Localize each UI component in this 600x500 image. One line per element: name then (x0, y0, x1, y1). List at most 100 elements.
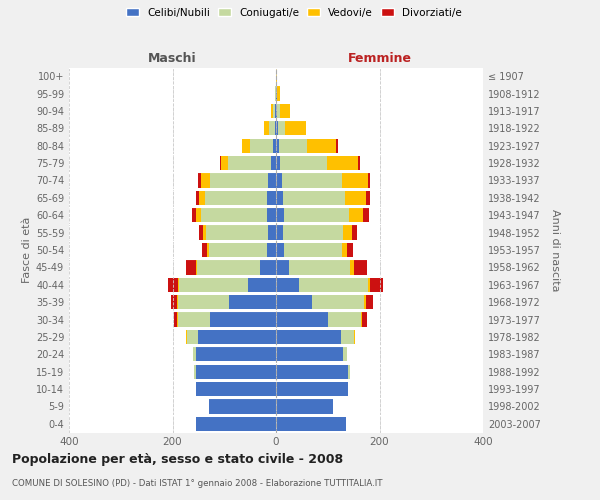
Bar (178, 312, 210, 326)
Bar (193, 347, 196, 362)
Bar (274, 104, 275, 118)
Bar (286, 121, 306, 136)
Bar (277, 86, 280, 101)
Bar (312, 295, 364, 310)
Bar (278, 121, 286, 136)
Text: Maschi: Maschi (148, 52, 197, 66)
Bar (276, 400, 333, 413)
Bar (172, 295, 176, 310)
Bar (199, 330, 276, 344)
Bar (358, 156, 361, 170)
Bar (202, 208, 266, 222)
Bar (196, 416, 276, 431)
Bar (283, 226, 343, 239)
Bar (350, 260, 354, 274)
Bar (343, 226, 352, 239)
Bar (192, 208, 196, 222)
Bar (201, 174, 210, 188)
Bar (196, 382, 276, 396)
Bar (364, 295, 365, 310)
Bar (176, 312, 178, 326)
Bar (187, 260, 196, 274)
Bar (271, 104, 274, 118)
Bar (196, 208, 202, 222)
Bar (368, 174, 370, 188)
Bar (199, 190, 205, 205)
Bar (203, 226, 206, 239)
Bar (282, 174, 342, 188)
Bar (274, 138, 276, 153)
Bar (289, 260, 350, 274)
Bar (268, 174, 276, 188)
Bar (229, 295, 276, 310)
Bar (187, 330, 199, 344)
Bar (220, 156, 221, 170)
Bar (199, 226, 203, 239)
Bar (210, 312, 276, 326)
Bar (341, 330, 353, 344)
Bar (276, 330, 341, 344)
Bar (206, 226, 268, 239)
Bar (276, 174, 282, 188)
Bar (268, 226, 276, 239)
Bar (186, 330, 187, 344)
Bar (174, 312, 176, 326)
Bar (284, 208, 349, 222)
Y-axis label: Fasce di età: Fasce di età (22, 217, 32, 283)
Bar (276, 382, 349, 396)
Bar (276, 260, 289, 274)
Bar (197, 260, 260, 274)
Bar (352, 226, 357, 239)
Bar (260, 260, 276, 274)
Bar (278, 138, 307, 153)
Bar (266, 208, 276, 222)
Bar (248, 278, 276, 292)
Bar (280, 104, 290, 118)
Bar (209, 400, 276, 413)
Bar (370, 278, 383, 292)
Bar (276, 243, 284, 257)
Bar (276, 347, 343, 362)
Bar (342, 243, 347, 257)
Bar (221, 156, 229, 170)
Bar (199, 174, 201, 188)
Text: COMUNE DI SOLESINO (PD) - Dati ISTAT 1° gennaio 2008 - Elaborazione TUTTITALIA.I: COMUNE DI SOLESINO (PD) - Dati ISTAT 1° … (12, 479, 383, 488)
Bar (276, 295, 312, 310)
Bar (276, 190, 283, 205)
Bar (202, 243, 207, 257)
Bar (178, 278, 179, 292)
Bar (368, 278, 370, 292)
Bar (365, 295, 373, 310)
Bar (209, 243, 266, 257)
Bar (196, 260, 197, 274)
Bar (335, 138, 338, 153)
Bar (178, 295, 229, 310)
Bar (267, 190, 276, 205)
Bar (210, 174, 268, 188)
Y-axis label: Anni di nascita: Anni di nascita (550, 209, 560, 291)
Bar (342, 174, 368, 188)
Bar (327, 156, 358, 170)
Bar (169, 278, 178, 292)
Bar (284, 243, 342, 257)
Bar (354, 260, 367, 274)
Bar (205, 190, 267, 205)
Bar (283, 190, 346, 205)
Bar (349, 364, 350, 379)
Bar (353, 330, 355, 344)
Bar (207, 243, 209, 257)
Bar (276, 226, 283, 239)
Bar (343, 347, 347, 362)
Bar (269, 121, 275, 136)
Text: Femmine: Femmine (347, 52, 412, 66)
Bar (276, 278, 299, 292)
Bar (276, 416, 346, 431)
Bar (179, 278, 248, 292)
Bar (328, 312, 361, 326)
Bar (361, 312, 362, 326)
Legend: Celibi/Nubili, Coniugati/e, Vedovi/e, Divorziati/e: Celibi/Nubili, Coniugati/e, Vedovi/e, Di… (126, 8, 462, 18)
Bar (271, 156, 276, 170)
Bar (366, 190, 370, 205)
Bar (229, 156, 271, 170)
Bar (307, 138, 335, 153)
